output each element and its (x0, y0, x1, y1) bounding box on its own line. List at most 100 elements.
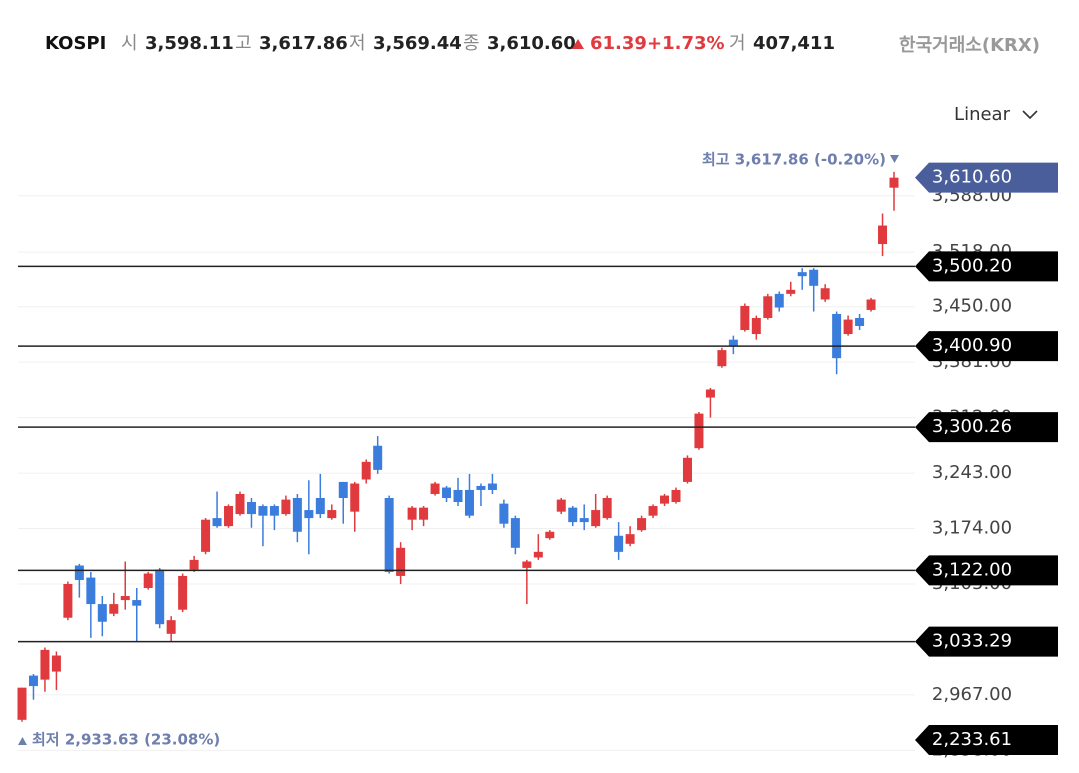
candle-body (373, 445, 383, 470)
candle-body (155, 569, 165, 625)
price-tag (915, 555, 1058, 586)
volume-value: 407,411 (753, 33, 835, 54)
price-tag (915, 626, 1058, 657)
candle-body (878, 225, 888, 245)
low-marker (18, 737, 27, 745)
price-tag (915, 331, 1058, 362)
candle-body (166, 620, 176, 634)
open-label: 시 (121, 33, 138, 54)
candle-body (533, 551, 543, 558)
candle-body (327, 510, 337, 519)
candle-body (132, 600, 142, 606)
current-price-label: 3,610.60 (932, 167, 1012, 188)
candle-body (728, 339, 738, 347)
candle-body (258, 506, 268, 516)
candle-body (510, 518, 520, 548)
candle-body (763, 296, 773, 318)
candle-body (407, 507, 417, 520)
candle-body (224, 506, 234, 527)
candle-body (384, 497, 394, 572)
candle-body (889, 177, 899, 188)
price-tag (915, 725, 1058, 755)
candle-body (63, 583, 73, 618)
candle-body (660, 495, 670, 504)
candle-body (292, 497, 302, 532)
candle-body (843, 319, 853, 335)
y-tick-label: 3,243.00 (932, 462, 1012, 483)
candle-body (832, 313, 842, 359)
candle-body (189, 559, 199, 570)
candle-body (487, 483, 497, 490)
candle-body (568, 507, 578, 523)
y-tick-label: 3,174.00 (932, 518, 1012, 539)
candle-body (774, 293, 784, 308)
high-annotation: 최고 3,617.86 (-0.20%) (702, 151, 886, 169)
candle-body (625, 534, 635, 544)
candle-body (430, 483, 440, 494)
open-value: 3,598.11 (145, 33, 234, 54)
candle-body (797, 272, 807, 277)
candle-body (717, 350, 727, 367)
price-label: 3,033.29 (932, 631, 1012, 652)
candle-body (143, 573, 153, 589)
candle-body (269, 506, 279, 516)
header: KOSPI 시 3,598.11 고 3,617.86 저 3,569.44 종… (45, 33, 1040, 56)
candle-body (786, 289, 796, 294)
candle-body (579, 518, 589, 523)
candle-body (396, 547, 406, 576)
candle-body (201, 519, 211, 552)
candle-body (315, 497, 325, 515)
price-label: 3,122.00 (932, 559, 1012, 580)
candle-body (361, 461, 371, 480)
change: 61.39 (590, 33, 647, 54)
candle-body (682, 457, 692, 482)
candle-body (109, 604, 119, 614)
volume-label: 거 (729, 33, 746, 54)
candle-body (522, 561, 532, 568)
candle-body (212, 518, 222, 527)
candle-body (120, 596, 130, 601)
candle-body (86, 577, 96, 605)
price-tag (915, 251, 1058, 282)
candle-body (637, 518, 647, 531)
candle-body (464, 489, 474, 516)
candle-body (338, 481, 348, 498)
source: 한국거래소(KRX) (899, 35, 1040, 56)
candle-body (866, 299, 876, 310)
y-tick-label: 3,450.00 (932, 296, 1012, 317)
close-label: 종 (463, 33, 480, 54)
candle-body (591, 510, 601, 527)
candle-body (809, 269, 819, 286)
candle-body (40, 649, 50, 680)
low-annotation: 최저 2,933.63 (23.08%) (32, 731, 220, 749)
candle-body (499, 503, 509, 524)
candle-body (235, 493, 245, 515)
candle-body (97, 604, 107, 622)
candle-body (476, 485, 486, 490)
candle-body (246, 502, 256, 515)
candle-body (820, 288, 830, 300)
price-label: 2,233.61 (932, 729, 1012, 750)
candle-body (671, 489, 681, 503)
scale-mode[interactable]: Linear (954, 104, 1011, 125)
high-marker (890, 155, 899, 163)
candle-body (694, 413, 704, 449)
candle-body (74, 565, 84, 580)
candle-body (17, 687, 27, 720)
candle-body (419, 507, 429, 520)
candle-body (350, 483, 360, 512)
candle-body (545, 531, 555, 539)
candle-body (556, 499, 566, 512)
dropdown-icon[interactable] (1022, 110, 1038, 120)
candle-body (614, 535, 624, 552)
candle-body (442, 487, 452, 498)
candle-body (51, 655, 61, 672)
candle-body (453, 489, 463, 503)
candle-body (304, 510, 314, 519)
up-arrow (572, 39, 584, 49)
y-tick-label: 2,967.00 (932, 684, 1012, 705)
candle-body (751, 317, 761, 335)
candle-body (740, 305, 750, 331)
candle-body (648, 506, 658, 516)
